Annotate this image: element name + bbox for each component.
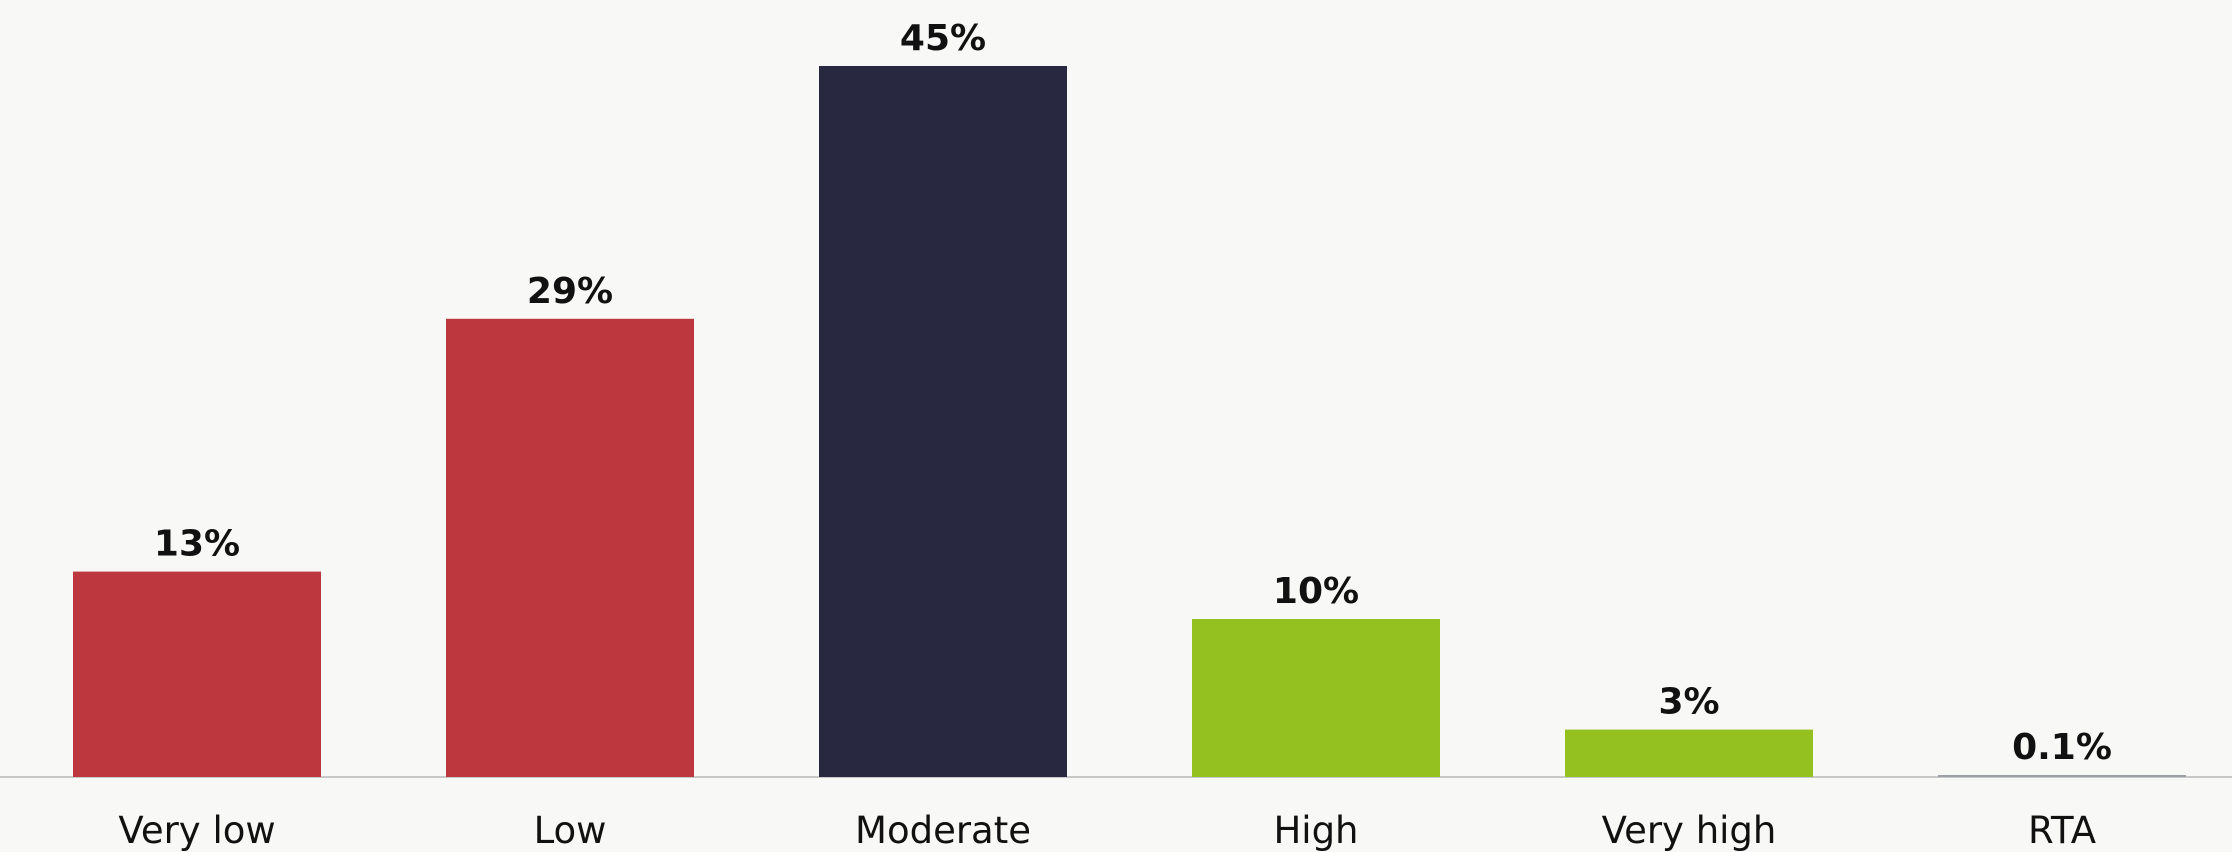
category-label: RTA	[2028, 809, 2096, 852]
category-label: Very low	[118, 809, 275, 852]
value-labels-group: 13% 29% 45% 10% 3% 0.1%	[154, 18, 2112, 768]
bar-very-high	[1565, 729, 1813, 777]
bar-very-low	[73, 571, 321, 777]
value-label: 13%	[154, 524, 240, 565]
value-label: 10%	[1273, 571, 1359, 612]
category-label: Moderate	[855, 809, 1031, 852]
value-label: 3%	[1658, 682, 1719, 723]
category-label: Very high	[1602, 809, 1777, 852]
bar-rta	[1938, 775, 2186, 777]
bar-moderate	[819, 66, 1067, 777]
bar-low	[446, 318, 694, 777]
category-labels-group: Very low Low Moderate High Very high RTA	[118, 809, 2096, 852]
category-label: Low	[534, 809, 607, 852]
category-label: High	[1273, 809, 1358, 852]
value-label: 0.1%	[2012, 727, 2112, 768]
bars-group	[73, 66, 2186, 777]
value-label: 45%	[900, 18, 986, 59]
bar-high	[1192, 619, 1440, 777]
value-label: 29%	[527, 271, 613, 312]
